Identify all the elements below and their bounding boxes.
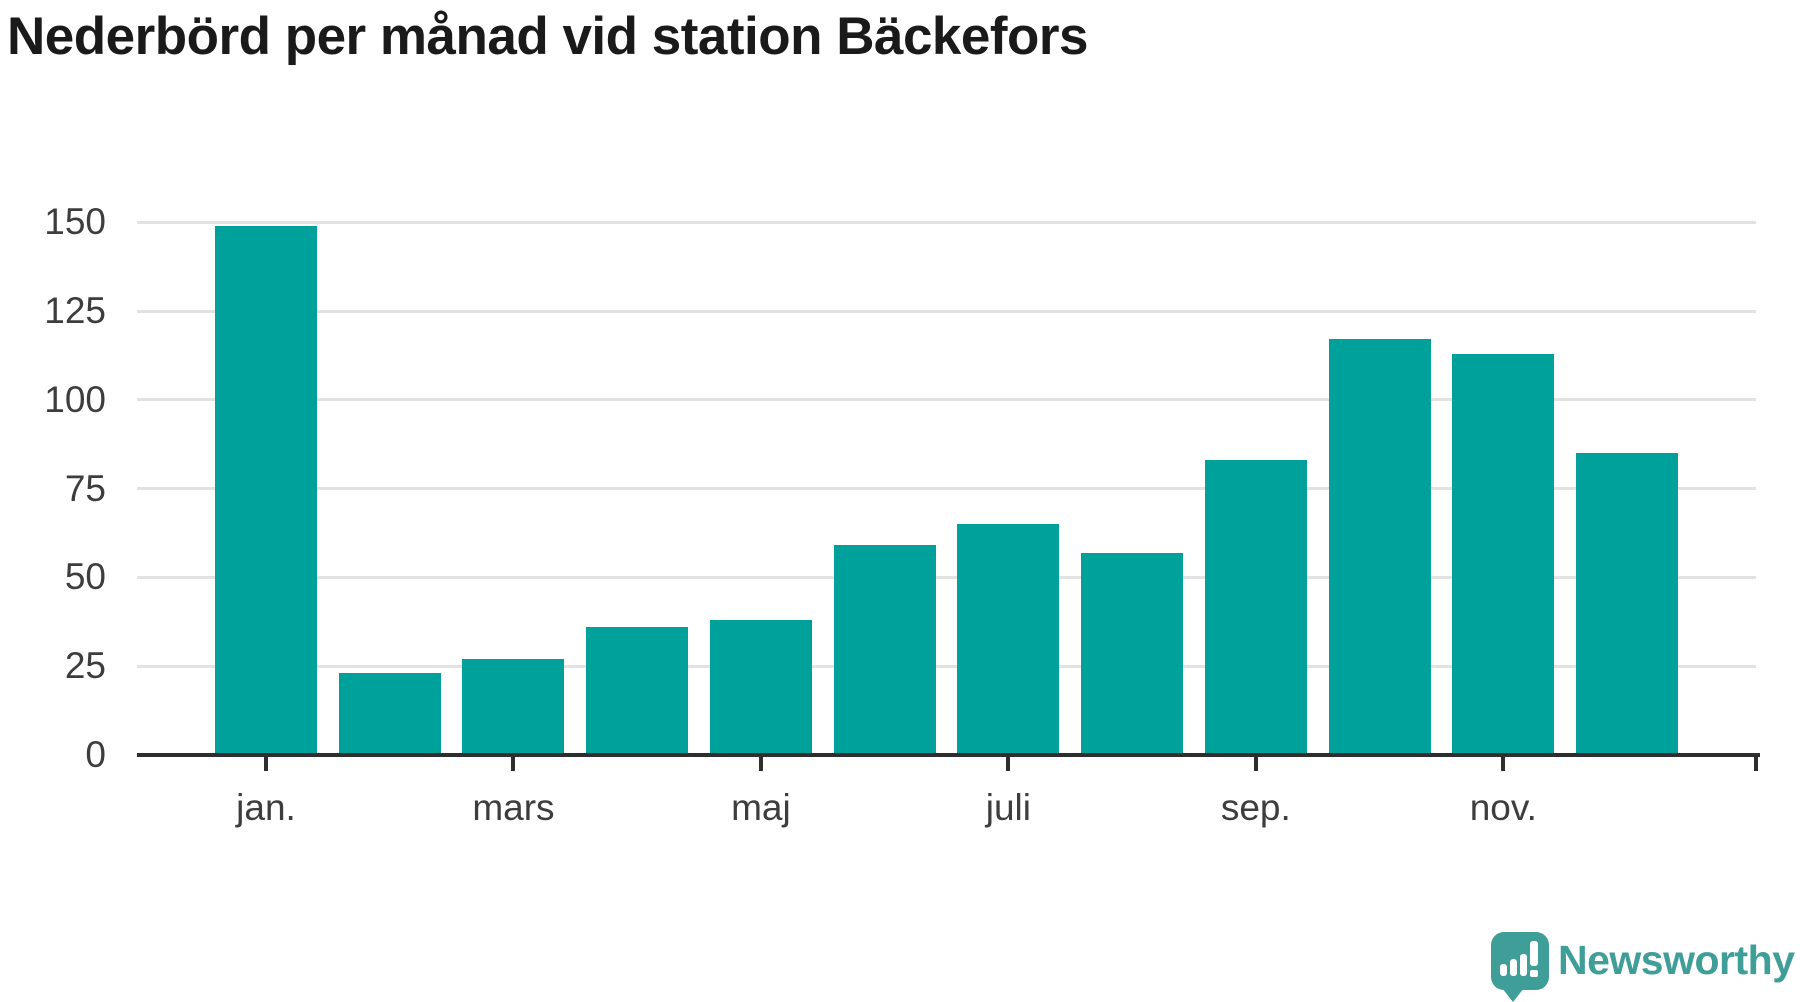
bar-month-6 <box>833 545 936 755</box>
x-axis-tick-sep. <box>1253 755 1258 771</box>
x-axis-line <box>137 753 1760 757</box>
newsworthy-logo: Newsworthy <box>1491 931 1800 1002</box>
chart-title: Nederbörd per månad vid station Bäckefor… <box>7 7 1089 66</box>
x-tick-label-maj: maj <box>731 787 791 828</box>
bar-month-10 <box>1328 339 1431 755</box>
bar-month-11 <box>1452 353 1555 755</box>
y-tick-label-125: 125 <box>44 290 106 331</box>
bar-month-1 <box>215 225 317 755</box>
newsworthy-speech-bubble-bar-chart-icon <box>1491 932 1549 990</box>
y-tick-label-50: 50 <box>64 556 106 598</box>
y-tick-label-100: 100 <box>44 378 106 420</box>
y-tick-label-0: 0 <box>85 734 106 775</box>
x-tick-label-mars: mars <box>472 787 555 828</box>
logo-mini-bar-3 <box>1520 954 1527 976</box>
newsworthy-logo-text: Newsworthy <box>1558 937 1795 983</box>
bar-month-8 <box>1081 552 1184 755</box>
logo-exclamation-dot <box>1530 970 1538 977</box>
x-axis-end-tick <box>1754 755 1758 771</box>
y-tick-label-150: 150 <box>44 201 106 243</box>
bar-month-9 <box>1204 460 1307 755</box>
bar-month-2 <box>338 673 441 755</box>
x-axis-tick-juli <box>1006 755 1011 771</box>
bar-month-5 <box>709 620 812 755</box>
gridline-y-150 <box>137 220 1756 224</box>
x-axis-tick-maj <box>758 755 763 771</box>
bar-month-12 <box>1576 453 1679 755</box>
y-tick-label-75: 75 <box>64 467 106 509</box>
bar-month-7 <box>957 524 1060 755</box>
gridline-y-25 <box>137 664 1756 668</box>
bar-month-4 <box>586 627 689 755</box>
gridline-y-75 <box>137 487 1756 491</box>
gridline-y-50 <box>137 575 1756 579</box>
y-tick-label-25: 25 <box>64 645 106 687</box>
x-axis-tick-jan. <box>264 755 268 771</box>
x-tick-label-juli: juli <box>985 787 1031 828</box>
x-axis-tick-mars <box>511 755 516 771</box>
gridline-y-125 <box>137 309 1756 313</box>
logo-exclamation-bar <box>1530 941 1538 966</box>
x-tick-label-sep.: sep. <box>1220 787 1291 828</box>
gridline-y-100 <box>137 398 1756 402</box>
x-tick-label-jan.: jan. <box>236 787 296 828</box>
logo-mini-bar-2 <box>1510 959 1517 976</box>
x-axis-tick-nov. <box>1501 755 1506 771</box>
logo-speech-tail <box>1502 988 1524 1002</box>
x-tick-label-nov.: nov. <box>1469 787 1537 828</box>
logo-mini-bar-1 <box>1500 964 1507 976</box>
bar-month-3 <box>462 659 565 755</box>
